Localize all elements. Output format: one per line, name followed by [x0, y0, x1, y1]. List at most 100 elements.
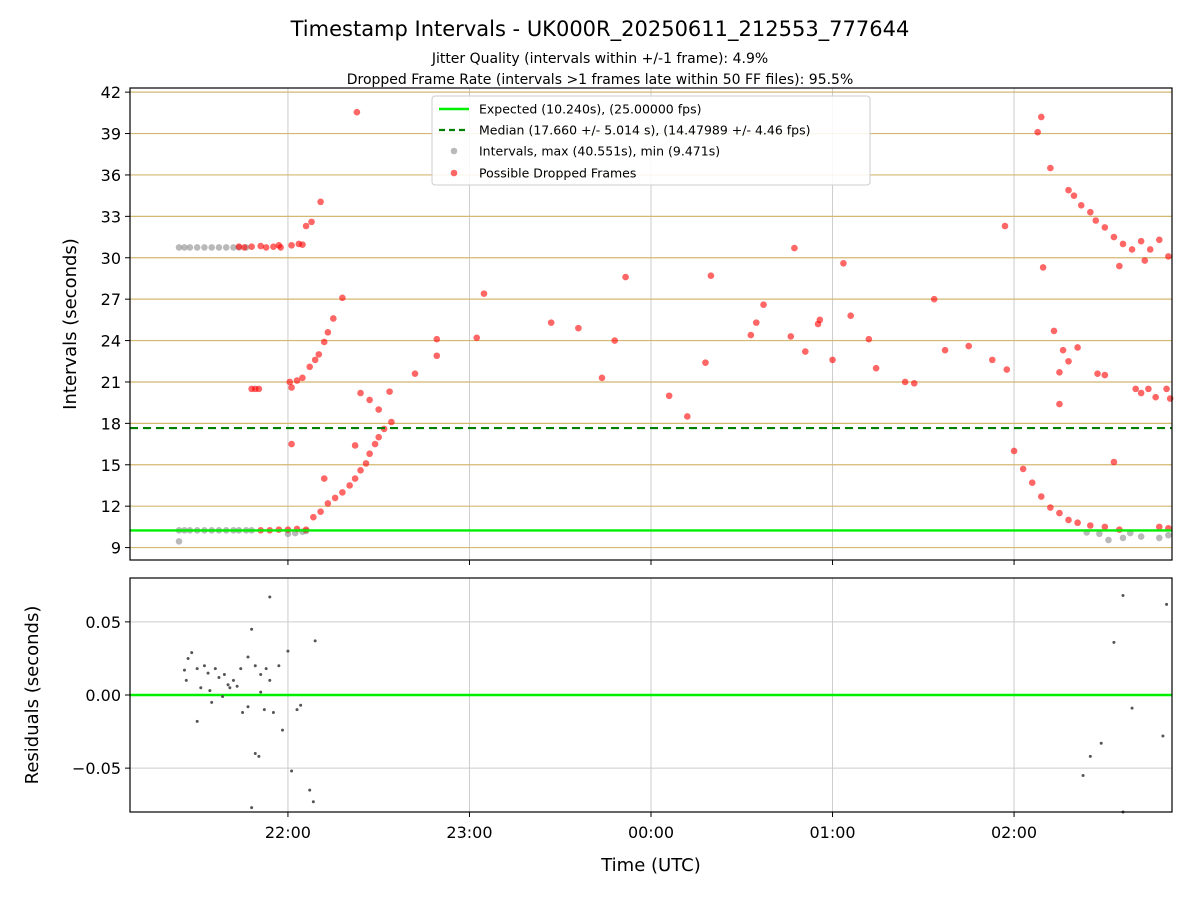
legend-box: [431, 95, 871, 186]
dropped-frame-point: [1019, 465, 1027, 473]
dropped-frame-point: [1094, 370, 1101, 377]
dropped-frame-point: [1070, 192, 1078, 199]
residual-point: [202, 664, 206, 668]
top-y-tick-label: 9: [111, 539, 121, 558]
legend-label: Median (17.660 +/- 5.014 s), (14.47989 +…: [479, 123, 810, 138]
dropped-frame-point: [362, 460, 370, 467]
dropped-frame-point: [1132, 385, 1139, 393]
residual-point: [1130, 706, 1134, 710]
interval-point: [208, 244, 215, 251]
dropped-frame-point: [1065, 516, 1072, 524]
dropped-frame-point: [277, 244, 284, 251]
dropped-frame-point: [1056, 369, 1063, 376]
residual-point: [299, 703, 303, 707]
dropped-frame-point: [622, 273, 629, 281]
dropped-frame-point: [665, 392, 673, 400]
legend-label: Intervals, max (40.551s), min (9.471s): [479, 144, 720, 159]
interval-point: [1165, 531, 1172, 539]
dropped-frame-point: [1056, 509, 1063, 517]
residual-point: [262, 708, 266, 712]
dropped-frame-point: [829, 356, 836, 364]
residual-point: [221, 694, 225, 698]
dropped-frame-point: [1077, 202, 1085, 209]
residual-point: [313, 639, 317, 643]
dropped-frame-point: [1010, 447, 1018, 455]
dropped-frame-point: [371, 440, 379, 448]
interval-point: [181, 244, 188, 251]
residual-point: [250, 627, 254, 631]
dropped-frame-point: [702, 359, 709, 366]
dropped-frame-point: [1028, 479, 1036, 487]
residual-point: [190, 651, 194, 655]
dropped-frame-point: [1119, 240, 1127, 248]
residual-point: [1165, 602, 1169, 606]
residual-point: [257, 754, 261, 758]
residual-point: [182, 668, 186, 672]
residual-point: [222, 673, 226, 677]
interval-point: [215, 244, 223, 251]
interval-point: [201, 244, 208, 251]
interval-point: [175, 244, 183, 251]
chart-subtitle-jitter: Jitter Quality (intervals within +/-1 fr…: [431, 51, 768, 67]
dropped-frame-point: [791, 244, 798, 252]
residual-point: [280, 728, 284, 732]
top-y-tick-label: 30: [101, 249, 121, 268]
residual-point: [1112, 640, 1116, 644]
dropped-frame-point: [480, 290, 488, 297]
dropped-frame-point: [910, 380, 918, 387]
dropped-frame-point: [235, 243, 243, 251]
residual-point: [246, 655, 250, 659]
dropped-frame-point: [357, 389, 364, 397]
dropped-frame-point: [1001, 222, 1009, 230]
interval-point: [186, 244, 194, 251]
residual-point: [241, 711, 245, 715]
interval-point: [175, 538, 183, 545]
dropped-frame-point: [684, 413, 691, 420]
dropped-frame-point: [575, 324, 582, 332]
residual-point: [1088, 754, 1092, 758]
dropped-frame-point: [1039, 264, 1047, 271]
dropped-frame-point: [433, 352, 441, 360]
dropped-frame-point: [752, 319, 760, 326]
dropped-frame-point: [255, 385, 263, 393]
dropped-frame-point: [299, 241, 306, 248]
dropped-frame-point: [1056, 400, 1063, 408]
dropped-frame-point: [286, 378, 294, 386]
dropped-frame-point: [872, 364, 880, 372]
dropped-frame-point: [802, 348, 809, 355]
dropped-frame-point: [248, 243, 255, 251]
dropped-frame-point: [1155, 236, 1163, 244]
dropped-frame-point: [315, 351, 323, 358]
dropped-frame-point: [1101, 224, 1109, 231]
residual-point: [239, 667, 243, 671]
dropped-frame-point: [1003, 366, 1011, 373]
dropped-frame-point: [288, 384, 295, 391]
top-y-tick-label: 39: [101, 125, 121, 144]
dropped-frame-point: [1163, 385, 1170, 393]
dropped-frame-point: [1110, 458, 1118, 466]
interval-point: [230, 244, 237, 251]
residual-point: [268, 595, 272, 599]
residual-point: [208, 689, 212, 693]
residual-point: [1081, 773, 1085, 777]
dropped-frame-point: [1116, 262, 1123, 270]
dropped-frame-point: [388, 418, 395, 426]
dropped-frame-point: [357, 466, 364, 474]
residual-point: [277, 664, 281, 668]
dropped-frame-point: [1152, 393, 1159, 401]
dropped-frame-point: [598, 374, 606, 382]
dropped-frame-point: [1145, 385, 1152, 393]
dropped-frame-point: [1092, 217, 1100, 224]
dropped-frame-point: [787, 333, 795, 340]
y-axis-label-residuals: Residuals (seconds): [22, 606, 43, 785]
dropped-frame-point: [1050, 327, 1058, 335]
residual-point: [259, 690, 263, 694]
interval-point: [193, 244, 201, 251]
dropped-frame-point: [1141, 257, 1149, 264]
top-y-tick-label: 12: [101, 497, 121, 516]
dropped-frame-point: [346, 482, 353, 489]
dropped-frame-point: [299, 374, 306, 382]
residual-point: [195, 719, 199, 723]
dropped-frame-point: [1037, 493, 1045, 500]
residual-point: [195, 667, 199, 671]
